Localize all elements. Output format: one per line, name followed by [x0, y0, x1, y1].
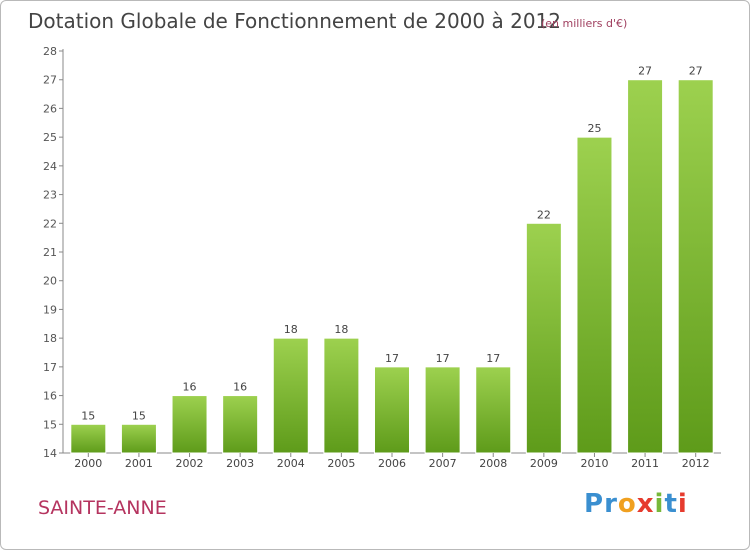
x-tick-label: 2003	[226, 457, 254, 470]
y-tick-label: 24	[43, 160, 57, 173]
x-tick-label: 2007	[429, 457, 457, 470]
x-tick-label: 2000	[74, 457, 102, 470]
bar-value-label: 22	[537, 208, 551, 221]
bar-value-label: 18	[334, 323, 348, 336]
bar	[627, 79, 664, 454]
bar	[424, 366, 461, 454]
bar-value-label: 27	[689, 65, 703, 78]
bar-value-label: 25	[587, 122, 601, 135]
bar	[70, 423, 107, 454]
chart-title: Dotation Globale de Fonctionnement de 20…	[28, 9, 561, 33]
bar-value-label: 16	[183, 381, 197, 394]
bar-value-label: 17	[436, 352, 450, 365]
y-tick-label: 25	[43, 131, 57, 144]
y-tick-label: 28	[43, 45, 57, 58]
x-tick-label: 2001	[125, 457, 153, 470]
logo-letter: x	[636, 489, 655, 519]
bar	[374, 366, 410, 454]
y-tick-label: 18	[43, 332, 57, 345]
bar	[525, 222, 562, 454]
y-tick-label: 26	[43, 102, 57, 115]
bar-value-label: 17	[385, 352, 399, 365]
bar	[475, 366, 512, 454]
x-tick-label: 2004	[277, 457, 305, 470]
y-tick-label: 15	[43, 418, 57, 431]
y-tick-label: 22	[43, 217, 57, 230]
bar-value-label: 16	[233, 381, 247, 394]
bar	[323, 337, 360, 454]
bar	[677, 79, 714, 454]
bar	[272, 337, 309, 454]
x-tick-label: 2005	[327, 457, 355, 470]
bar-value-label: 17	[486, 352, 500, 365]
x-tick-label: 2009	[530, 457, 558, 470]
bar-value-label: 15	[81, 409, 95, 422]
logo-letter: r	[604, 489, 618, 519]
bar	[222, 395, 259, 454]
bar-value-label: 18	[284, 323, 298, 336]
x-tick-label: 2008	[479, 457, 507, 470]
logo-letter: P	[584, 489, 605, 519]
x-tick-label: 2011	[631, 457, 659, 470]
logo-letter: i	[677, 489, 688, 519]
x-tick-label: 2010	[580, 457, 608, 470]
logo-letter: t	[664, 489, 678, 519]
y-tick-label: 19	[43, 303, 57, 316]
y-tick-label: 27	[43, 74, 57, 87]
y-tick-label: 21	[43, 246, 57, 259]
logo-letter: i	[654, 489, 665, 519]
y-tick-label: 20	[43, 275, 57, 288]
logo-letter: o	[617, 489, 637, 519]
unit-label: (en milliers d'€)	[541, 17, 628, 30]
bar-value-label: 27	[638, 65, 652, 78]
proxiti-logo: Proxiti	[584, 489, 688, 519]
x-tick-label: 2002	[176, 457, 204, 470]
y-tick-label: 17	[43, 361, 57, 374]
y-tick-label: 23	[43, 189, 57, 202]
bar-value-label: 15	[132, 409, 146, 422]
bar	[120, 423, 157, 454]
x-tick-label: 2006	[378, 457, 406, 470]
bar	[576, 136, 613, 454]
y-tick-label: 16	[43, 390, 57, 403]
x-tick-label: 2012	[682, 457, 710, 470]
y-tick-label: 14	[43, 447, 57, 460]
bar	[171, 395, 208, 454]
city-name: SAINTE-ANNE	[38, 497, 167, 519]
